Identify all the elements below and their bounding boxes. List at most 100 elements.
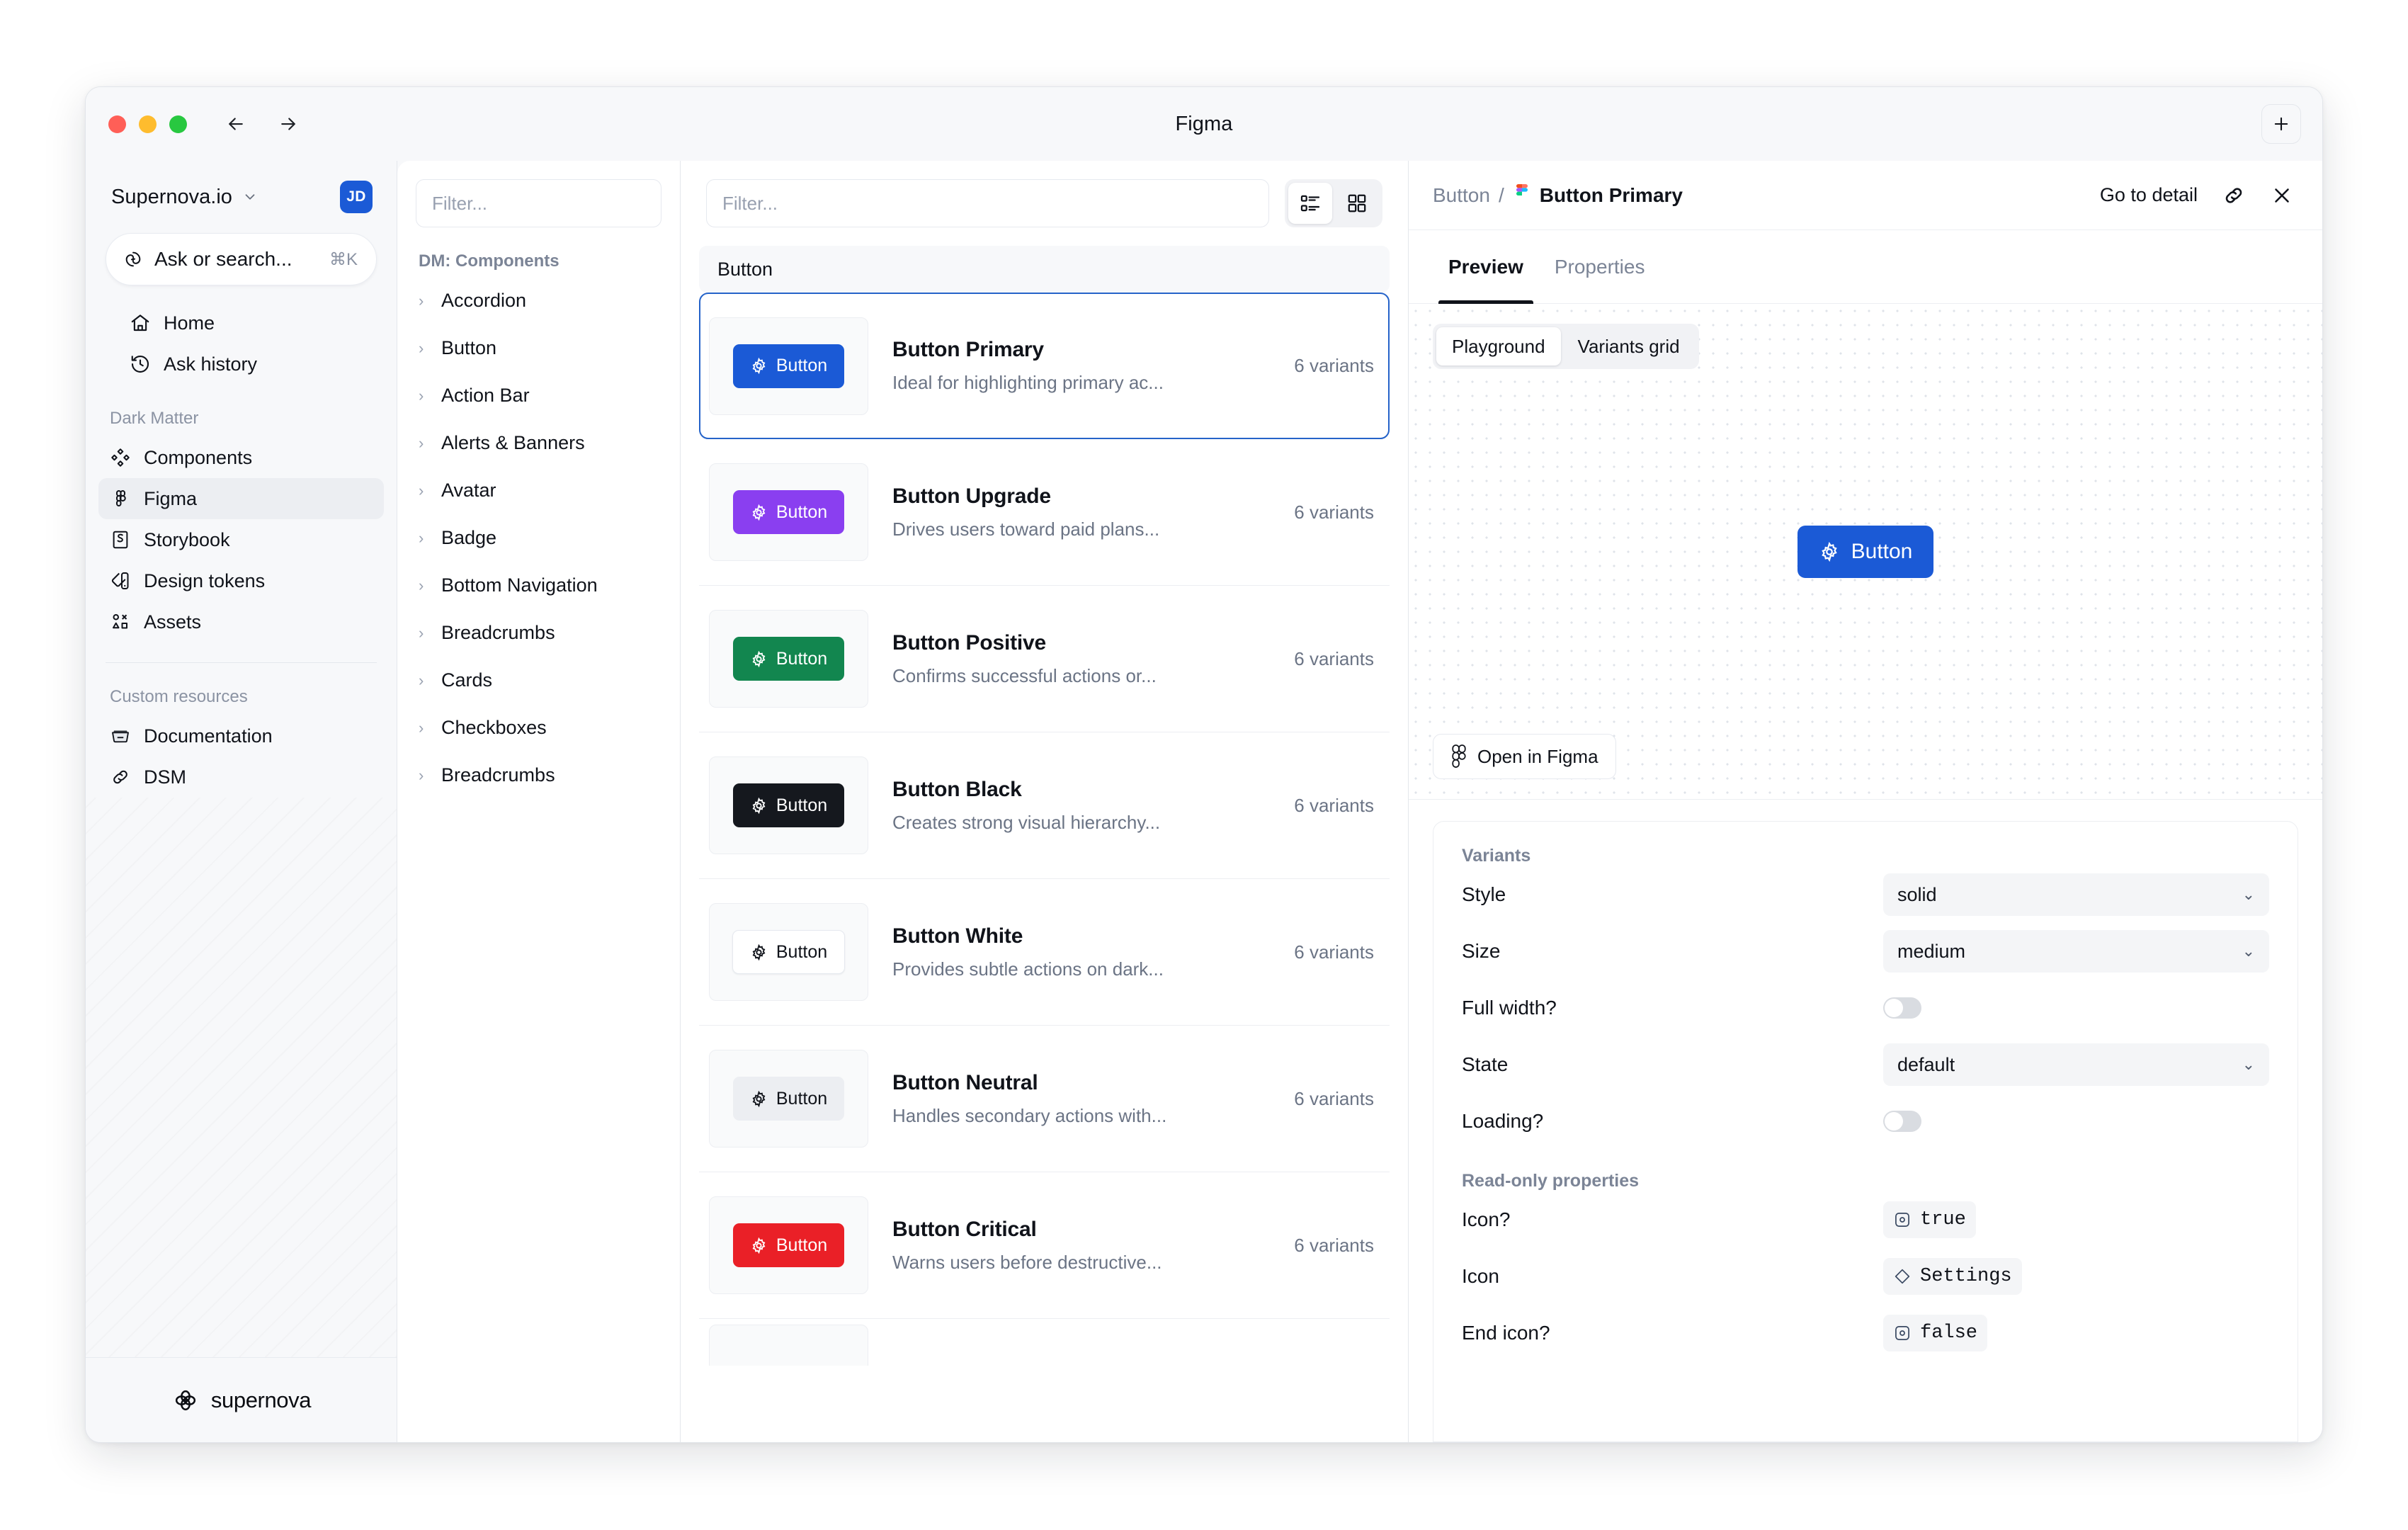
new-tab-button[interactable] [2261,104,2301,144]
open-in-figma-button[interactable]: Open in Figma [1433,734,1616,779]
tree-item-label: Breadcrumbs [441,764,555,786]
close-icon[interactable] [2270,183,2294,208]
zoom-window-button[interactable] [169,115,187,133]
table-row[interactable]: Button Button White Provides subtle acti… [699,879,1390,1026]
tree-item-button[interactable]: › Button [397,324,680,372]
sidebar-item-design-tokens[interactable]: Design tokens [98,560,384,601]
chevron-right-icon: › [419,481,424,499]
state-select[interactable]: default ⌄ [1883,1043,2269,1086]
variants-count: 6 variants [1294,794,1374,816]
component-title: Button Primary [892,338,1044,361]
preview-stage: Button [1409,304,2322,799]
tree-item-cards[interactable]: › Cards [397,657,680,704]
preview-button-instance[interactable]: Button [1797,525,1934,578]
segment-playground[interactable]: Playground [1436,327,1561,366]
tree-item-badge[interactable]: › Badge [397,514,680,562]
component-thumbnail: Button [709,317,868,415]
tree-item-breadcrumbs-2[interactable]: › Breadcrumbs [397,752,680,799]
size-select[interactable]: medium ⌄ [1883,930,2269,973]
back-arrow-icon[interactable] [224,112,248,136]
component-description: Drives users toward paid plans... [892,518,1160,540]
breadcrumb-parent[interactable]: Button [1433,183,1490,206]
sidebar-item-ask-history[interactable]: Ask history [118,344,364,385]
thumbnail-button-label: Button [776,795,828,815]
link-icon[interactable] [2222,183,2246,208]
tree-filter-input[interactable]: Filter... [416,179,661,227]
thumbnail-button-label: Button [776,648,828,669]
boolean-icon [1895,1326,1909,1340]
sidebar-section-label-custom-resources: Custom resources [110,687,248,706]
component-description: Confirms successful actions or... [892,664,1157,686]
table-row[interactable]: Button Button Black Creates strong visua… [699,732,1390,879]
nav-arrows [224,112,300,136]
tree-group-label: DM: Components [419,251,560,271]
tree-item-checkboxes[interactable]: › Checkboxes [397,704,680,752]
tab-properties[interactable]: Properties [1539,230,1661,304]
property-row-end-icon-bool: End icon? false [1462,1305,2269,1361]
preview-mode-toggle: Playground Variants grid [1433,324,1699,369]
component-thumbnail: Button [709,1196,868,1294]
gear-icon [752,797,766,814]
sidebar-item-label: DSM [144,766,186,788]
variants-count: 6 variants [1294,501,1374,523]
tree-item-bottom-navigation[interactable]: › Bottom Navigation [397,562,680,609]
list-view-icon[interactable] [1288,183,1332,224]
table-row[interactable]: Button Button Primary Ideal for highligh… [699,293,1390,439]
tree-items: › Accordion › Button › Action Bar › Alerts &… [397,277,680,799]
tree-item-breadcrumbs[interactable]: › Breadcrumbs [397,609,680,657]
workspace-name: Supernova.io [111,185,232,208]
chevron-right-icon: › [419,718,424,737]
loading-toggle[interactable] [1883,1111,1921,1132]
tab-preview[interactable]: Preview [1433,230,1539,304]
chevron-right-icon: › [419,671,424,689]
table-row[interactable]: Button Button Positive Confirms successf… [699,586,1390,732]
readonly-value: false [1920,1322,1978,1344]
list-filter-input[interactable]: Filter... [706,179,1269,227]
property-row-style: Style solid ⌄ [1462,866,2269,923]
tree-item-label: Avatar [441,480,496,501]
list-group-header: Button [699,246,1390,293]
gear-icon [1821,541,1837,562]
link-icon [110,766,131,788]
sidebar-item-dsm[interactable]: DSM [98,756,384,798]
brand-name: supernova [210,1387,312,1412]
property-row-loading: Loading? [1462,1093,2269,1150]
sidebar-item-assets[interactable]: Assets [98,601,384,642]
sidebar-item-home[interactable]: Home [118,302,364,344]
readonly-value-chip: false [1883,1315,1988,1352]
segment-variants-grid[interactable]: Variants grid [1577,335,1680,357]
tree-item-avatar[interactable]: › Avatar [397,467,680,514]
avatar[interactable]: JD [340,181,373,213]
tree-item-action-bar[interactable]: › Action Bar [397,372,680,419]
full-width-toggle[interactable] [1883,997,1921,1019]
thumbnail-button-preview: Button [732,344,845,388]
tree-item-alerts-banners[interactable]: › Alerts & Banners [397,419,680,467]
tree-item-accordion[interactable]: › Accordion [397,277,680,324]
properties-card: Variants Style solid ⌄ Size medium [1433,821,2298,1442]
table-row[interactable]: Button Button Neutral Handles secondary … [699,1026,1390,1172]
grid-view-icon[interactable] [1335,183,1379,224]
sidebar-item-documentation[interactable]: Documentation [98,715,384,756]
workspace-switcher[interactable]: Supernova.io JD [106,176,377,217]
chevron-down-icon [245,194,255,200]
table-row[interactable] [699,1319,1390,1366]
detail-header: Button / Button Primary Go to detail [1409,161,2322,230]
chevron-down-icon: ⌄ [2242,942,2255,960]
property-label: State [1462,1053,1509,1075]
go-to-detail-link[interactable]: Go to detail [2099,184,2198,205]
table-row[interactable]: Button Button Critical Warns users befor… [699,1172,1390,1319]
table-row[interactable]: Button Button Upgrade Drives users towar… [699,439,1390,586]
minimize-window-button[interactable] [139,115,157,133]
select-value: solid [1897,883,1937,905]
sidebar-item-figma[interactable]: Figma [98,478,384,519]
sidebar-item-label: Ask history [164,353,258,375]
style-select[interactable]: solid ⌄ [1883,873,2269,916]
sidebar-item-components[interactable]: Components [98,437,384,478]
sidebar-item-storybook[interactable]: Storybook [98,519,384,560]
forward-arrow-icon[interactable] [276,112,300,136]
component-thumbnail: Button [709,463,868,561]
search-input[interactable]: Ask or search... ⌘K [106,233,377,285]
close-window-button[interactable] [108,115,126,133]
gear-icon [752,357,766,375]
component-title: Button White [892,924,1023,948]
